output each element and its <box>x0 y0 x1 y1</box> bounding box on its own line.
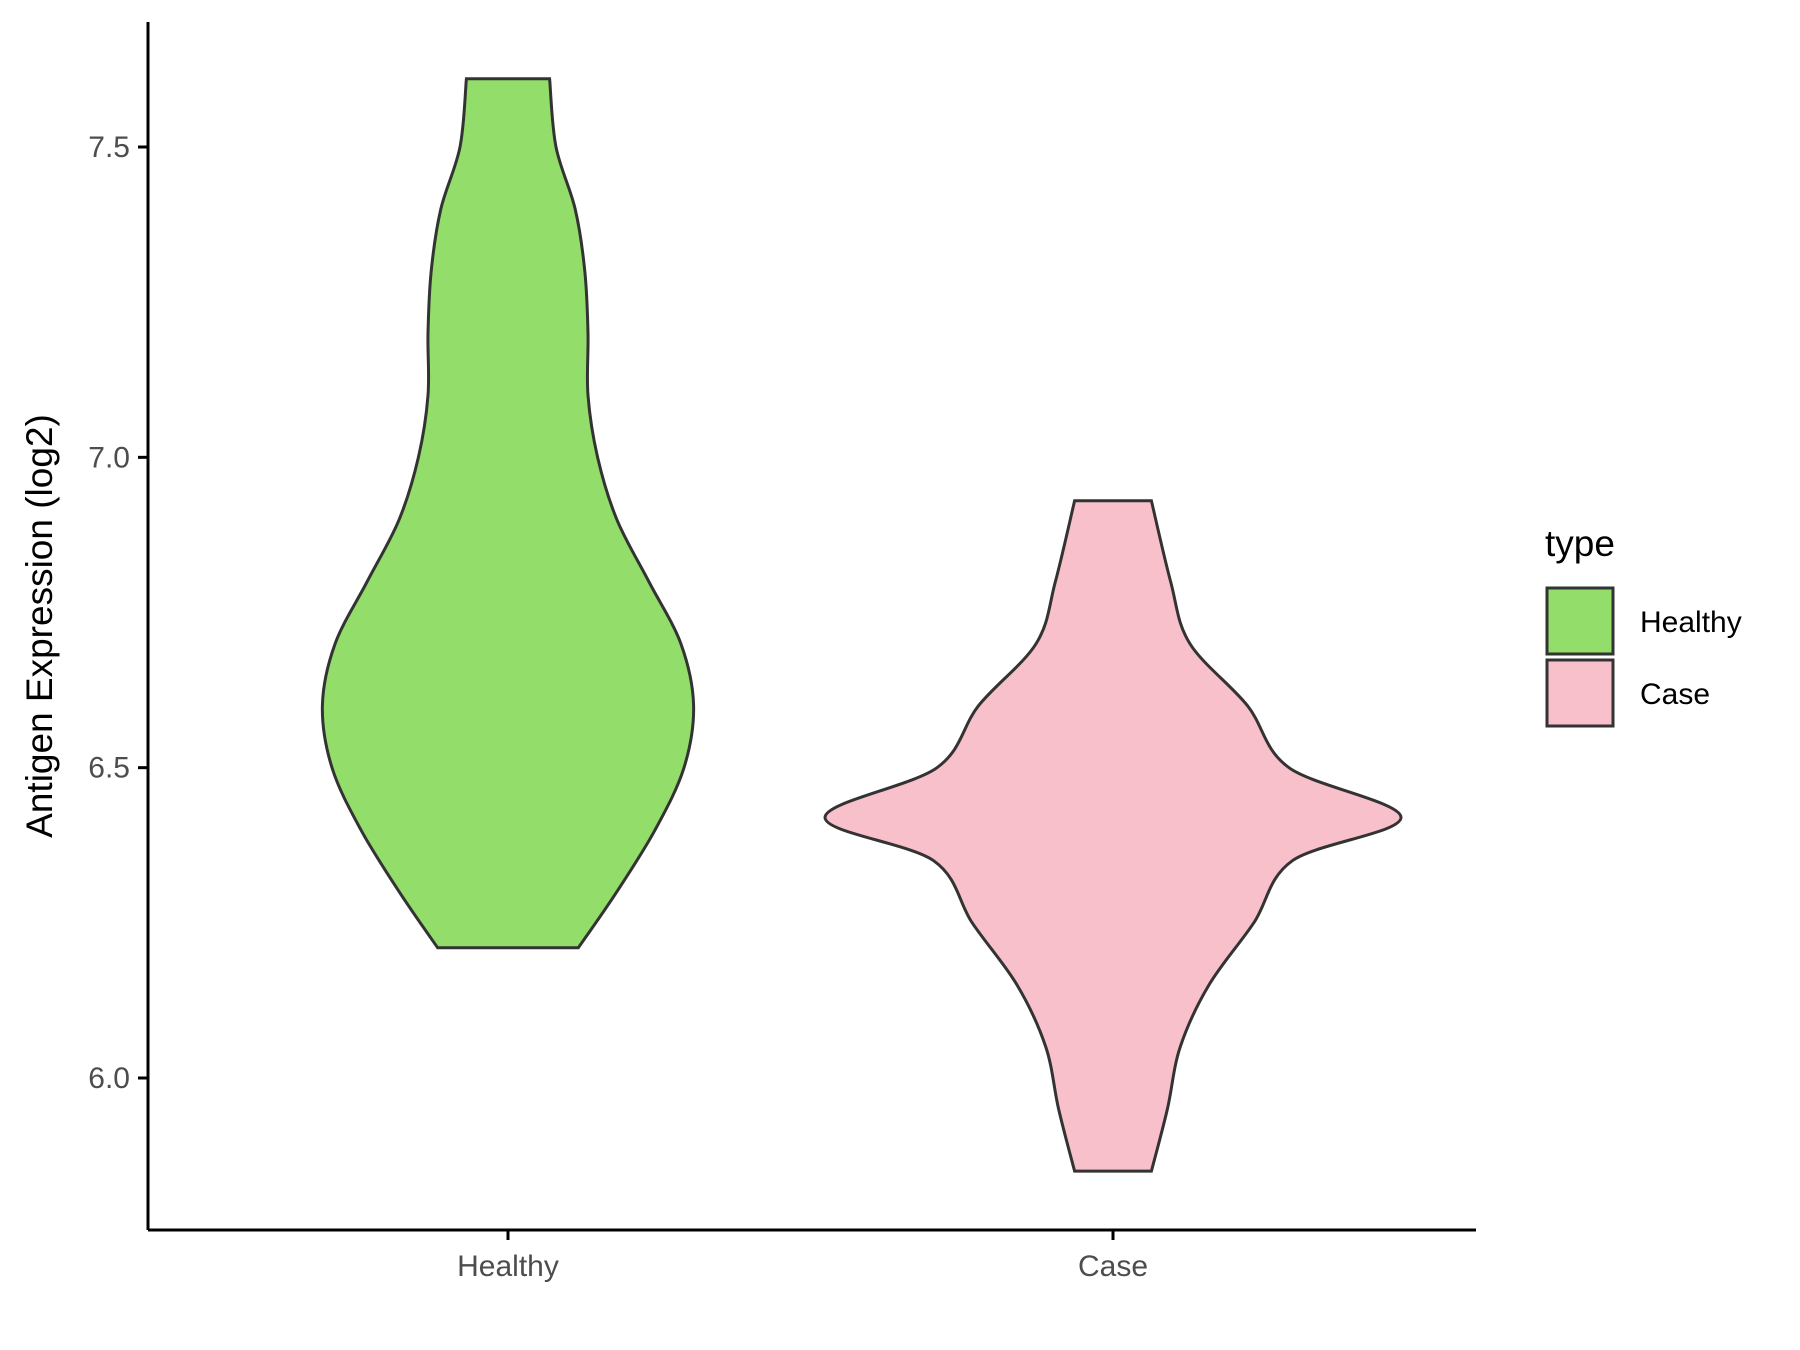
axes <box>146 22 1476 1232</box>
y-tick-label: 7.5 <box>88 131 130 164</box>
y-tick-label: 6.5 <box>88 752 130 785</box>
y-ticks: 6.0 6.5 7.0 7.5 <box>88 131 148 1095</box>
legend: type Healthy Case <box>1545 523 1742 728</box>
x-tick-label: Healthy <box>457 1250 559 1283</box>
violin-healthy <box>320 77 696 950</box>
legend-title: type <box>1545 523 1615 564</box>
legend-label-healthy: Healthy <box>1640 606 1742 639</box>
x-tick-label: Case <box>1078 1250 1148 1283</box>
violin-layer <box>320 77 1403 1173</box>
violin-case <box>823 499 1403 1173</box>
legend-key-healthy <box>1545 586 1615 656</box>
y-axis-title: Antigen Expression (log2) <box>19 414 60 838</box>
x-ticks: Healthy Case <box>457 1230 1148 1283</box>
y-tick-label: 7.0 <box>88 441 130 474</box>
y-tick-label: 6.0 <box>88 1062 130 1095</box>
legend-label-case: Case <box>1640 678 1710 711</box>
legend-key-case <box>1545 658 1615 728</box>
